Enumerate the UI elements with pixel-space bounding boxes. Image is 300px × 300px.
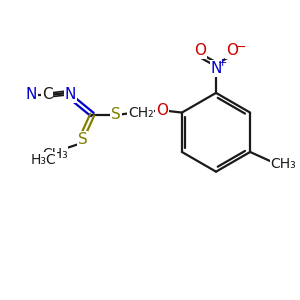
Text: −: − (236, 41, 246, 54)
Text: CH₂: CH₂ (128, 106, 153, 120)
Text: C: C (42, 87, 52, 102)
Text: N: N (210, 61, 222, 76)
Text: S: S (111, 107, 121, 122)
Text: S: S (78, 132, 87, 147)
Text: H₃C: H₃C (30, 153, 56, 167)
Text: +: + (218, 58, 228, 68)
Text: N: N (65, 87, 76, 102)
Text: O: O (226, 43, 238, 58)
Text: O: O (194, 43, 206, 58)
Text: CH₃: CH₃ (42, 147, 68, 161)
Text: CH₃: CH₃ (271, 157, 296, 171)
Text: N: N (26, 87, 37, 102)
Text: O: O (156, 103, 168, 118)
